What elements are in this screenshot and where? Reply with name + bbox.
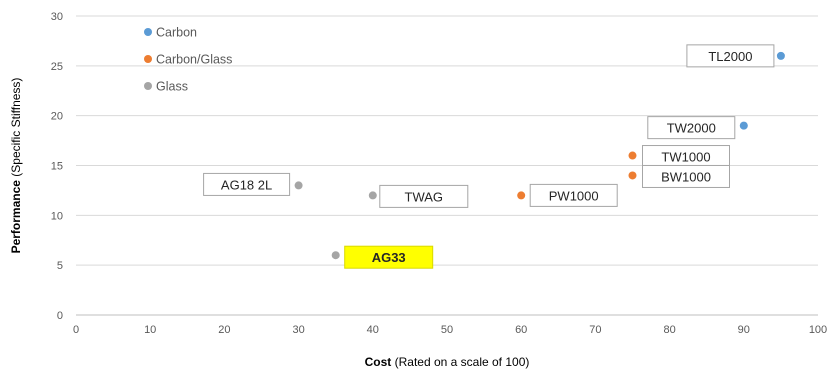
x-tick-label-60: 60 [515, 324, 527, 336]
y-tick-label-5: 5 [57, 260, 63, 272]
y-tick-label-25: 25 [51, 61, 63, 73]
legend: Carbon Carbon/Glass Glass [144, 26, 232, 94]
x-tick-label-0: 0 [73, 324, 79, 336]
data-label-pw1000: PW1000 [549, 188, 599, 203]
point-pw1000 [517, 191, 526, 200]
label-box-tw2000 [647, 116, 736, 140]
data-points [294, 51, 785, 260]
data-label-ag18-2l: AG18 2L [221, 177, 272, 192]
legend-label-0: Carbon [156, 26, 197, 40]
x-tick-label-10: 10 [144, 324, 156, 336]
data-label-bw1000: BW1000 [661, 169, 711, 184]
tick-labels: 0 10 20 30 40 50 60 70 80 90 100 0 5 10 15 20 25 30 [51, 11, 827, 336]
x-tick-label-90: 90 [738, 324, 750, 336]
y-tick-label-20: 20 [51, 111, 63, 123]
legend-label-2: Glass [156, 80, 188, 94]
point-bw1000 [628, 171, 637, 180]
y-tick-label-0: 0 [57, 310, 63, 322]
x-tick-label-40: 40 [367, 324, 379, 336]
y-tick-label-10: 10 [51, 210, 63, 222]
y-axis-title: Performance (Specific Stiffness) [9, 78, 23, 254]
legend-marker-2 [144, 82, 152, 90]
point-tl2000 [776, 51, 785, 60]
data-label-ag33: AG33 [372, 250, 406, 265]
label-box-ag33 [344, 245, 434, 269]
legend-label-1: Carbon/Glass [156, 53, 232, 67]
x-tick-label-20: 20 [218, 324, 230, 336]
point-tw1000 [628, 151, 637, 160]
data-label-tl2000: TL2000 [708, 49, 752, 64]
point-ag33 [331, 251, 340, 260]
x-axis-title: Cost (Rated on a scale of 100) [365, 355, 530, 369]
label-box-twag [379, 184, 469, 208]
legend-marker-0 [144, 28, 152, 36]
legend-marker-1 [144, 55, 152, 63]
grid-lines [76, 15, 818, 266]
point-twag [368, 191, 377, 200]
x-axis-title-rest: (Rated on a scale of 100) [391, 355, 529, 369]
label-box-bw1000 [642, 164, 730, 188]
label-box-tl2000 [686, 44, 775, 68]
point-tw2000 [739, 121, 748, 130]
y-tick-label-15: 15 [51, 161, 63, 173]
x-axis-title-bold: Cost [365, 355, 392, 369]
label-box-pw1000 [529, 183, 618, 207]
x-tick-label-30: 30 [292, 324, 304, 336]
x-tick-label-80: 80 [663, 324, 675, 336]
x-tick-label-70: 70 [589, 324, 601, 336]
label-box-ag18-2l [203, 172, 291, 196]
data-label-tw1000: TW1000 [661, 150, 710, 165]
x-tick-label-50: 50 [441, 324, 453, 336]
data-label-tw2000: TW2000 [667, 121, 716, 136]
point-ag18-2l [294, 181, 303, 190]
y-axis-title-rest: (Specific Stiffness) [9, 78, 23, 180]
x-tick-label-100: 100 [809, 324, 827, 336]
data-labels: TL2000 TW2000 TW1000 BW1000 PW1000 AG18 2L TWA… [203, 44, 775, 269]
y-tick-label-30: 30 [51, 11, 63, 23]
y-axis-title-bold: Performance [9, 180, 23, 254]
data-label-twag: TWAG [405, 189, 444, 204]
